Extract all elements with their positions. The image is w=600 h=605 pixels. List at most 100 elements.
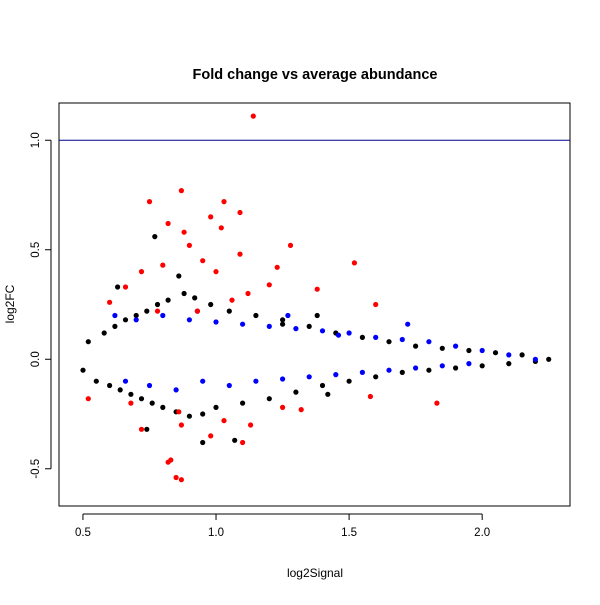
data-point bbox=[237, 251, 243, 257]
data-point bbox=[107, 382, 113, 389]
data-point bbox=[492, 350, 499, 356]
data-point bbox=[373, 334, 379, 340]
x-axis-label: log2Signal bbox=[287, 566, 343, 580]
data-point bbox=[112, 323, 118, 329]
data-point bbox=[373, 301, 379, 308]
data-point bbox=[245, 290, 251, 297]
data-point bbox=[160, 262, 166, 268]
data-point bbox=[208, 433, 214, 439]
data-point bbox=[122, 284, 129, 290]
data-point bbox=[192, 295, 198, 301]
data-point bbox=[359, 369, 365, 375]
data-point bbox=[178, 477, 184, 483]
y-tick-label: 0.0 bbox=[30, 351, 42, 367]
data-point bbox=[208, 301, 214, 308]
data-point bbox=[439, 345, 445, 351]
data-point bbox=[122, 378, 129, 384]
data-point bbox=[115, 284, 121, 290]
data-point bbox=[133, 312, 139, 319]
data-point bbox=[221, 418, 227, 424]
data-point bbox=[346, 378, 352, 384]
data-point bbox=[293, 389, 299, 395]
data-point bbox=[138, 269, 145, 275]
data-point bbox=[181, 290, 187, 297]
data-point bbox=[165, 220, 171, 227]
data-point bbox=[280, 317, 286, 323]
data-point bbox=[176, 409, 182, 415]
data-point bbox=[149, 400, 155, 406]
data-point bbox=[351, 260, 357, 266]
data-point bbox=[122, 317, 129, 323]
data-point bbox=[479, 347, 485, 354]
data-point bbox=[306, 374, 312, 380]
data-point bbox=[546, 356, 552, 362]
points-layer bbox=[80, 113, 552, 483]
data-point bbox=[208, 214, 214, 220]
data-point bbox=[479, 363, 485, 369]
data-point bbox=[181, 229, 187, 235]
data-point bbox=[426, 339, 432, 345]
data-point bbox=[178, 188, 184, 194]
data-point bbox=[107, 299, 113, 305]
data-point bbox=[117, 387, 123, 393]
data-point bbox=[200, 258, 206, 264]
axis-layer: 0.5 1.0 1.5 2.0 -0.5 0.0 0.5 1.0 bbox=[30, 132, 570, 539]
x-tick-label: 1.5 bbox=[341, 527, 357, 539]
data-point bbox=[266, 396, 272, 402]
data-point bbox=[413, 343, 419, 349]
data-point bbox=[325, 391, 331, 397]
data-point bbox=[367, 393, 373, 400]
y-axis-label: log2FC bbox=[3, 284, 17, 323]
data-point bbox=[138, 426, 145, 432]
data-point bbox=[146, 199, 153, 205]
data-point bbox=[240, 321, 246, 327]
data-point bbox=[144, 308, 150, 314]
data-point bbox=[186, 242, 192, 248]
data-point bbox=[280, 321, 286, 327]
data-point bbox=[165, 297, 171, 303]
data-point bbox=[240, 400, 246, 406]
data-point bbox=[293, 326, 299, 332]
data-point bbox=[213, 269, 219, 275]
data-point bbox=[237, 209, 243, 216]
data-point bbox=[399, 336, 405, 343]
data-point bbox=[359, 334, 365, 340]
data-point bbox=[373, 374, 379, 380]
data-point bbox=[346, 330, 352, 336]
data-point bbox=[128, 391, 134, 397]
data-point bbox=[266, 282, 272, 288]
data-point bbox=[532, 356, 539, 362]
data-point bbox=[80, 367, 86, 373]
data-point bbox=[274, 264, 280, 270]
data-point bbox=[194, 308, 200, 314]
data-point bbox=[386, 339, 392, 345]
data-point bbox=[280, 376, 286, 382]
data-point bbox=[280, 404, 286, 410]
data-point bbox=[506, 361, 512, 367]
data-point bbox=[333, 372, 339, 378]
data-point bbox=[319, 328, 326, 334]
plot-frame bbox=[58, 102, 571, 507]
data-point bbox=[240, 439, 246, 446]
data-point bbox=[466, 347, 472, 354]
data-point bbox=[266, 323, 272, 329]
data-point bbox=[248, 422, 254, 428]
data-point bbox=[314, 286, 320, 292]
data-point bbox=[226, 382, 232, 389]
data-point bbox=[186, 317, 192, 323]
chart-title: Fold change vs average abundance bbox=[193, 67, 438, 83]
data-point bbox=[138, 396, 145, 402]
data-point bbox=[146, 382, 153, 389]
data-point bbox=[250, 113, 256, 119]
data-point bbox=[319, 382, 326, 389]
data-point bbox=[128, 400, 134, 406]
data-point bbox=[232, 437, 238, 443]
data-point bbox=[173, 474, 179, 481]
data-point bbox=[287, 242, 294, 248]
data-point bbox=[176, 273, 182, 279]
data-point bbox=[186, 413, 192, 419]
data-point bbox=[226, 308, 232, 314]
data-point bbox=[200, 411, 206, 417]
